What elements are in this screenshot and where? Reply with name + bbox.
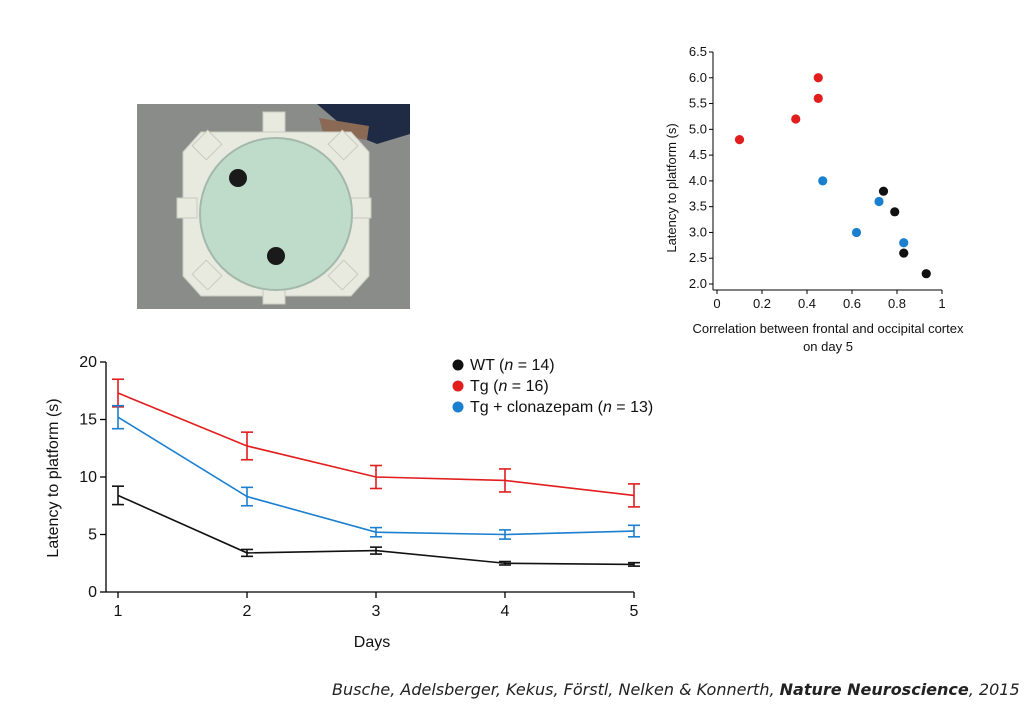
scatter-point-tg [791, 114, 801, 124]
line-y-tick-label: 20 [79, 354, 97, 371]
legend-label-suffix: = 13) [612, 399, 653, 416]
legend-label-suffix: = 14) [513, 357, 554, 374]
legend-marker-tg [452, 380, 464, 392]
line-series [112, 378, 640, 567]
scatter-y-tick-label: 4.0 [689, 173, 707, 188]
scatter-point-tg [813, 73, 823, 83]
line-ylabel: Latency to platform (s) [45, 398, 62, 557]
line-y-tick-label: 0 [88, 584, 97, 601]
scatter-axes: 2.0 2.5 3.0 3.5 4.0 4.5 5.0 5.5 6.0 6.5 0 0.2 0.4 0.6… [689, 44, 946, 311]
legend-marker-tg-clonazepam [452, 401, 464, 413]
scatter-x-tick-label: 0.6 [843, 296, 861, 311]
line-y-tick-label: 15 [79, 412, 97, 429]
scatter-point-tg [813, 93, 823, 103]
legend-label-prefix: Tg + clonazepam ( [470, 399, 604, 416]
scatter-xlabel-line2: on day 5 [803, 339, 853, 354]
line-y-tick-label: 10 [79, 469, 97, 486]
legend-label-wt: WT (n = 14) [470, 357, 555, 374]
scatter-y-tick-label: 3.5 [689, 199, 707, 214]
legend-label-n: n [504, 357, 513, 374]
scatter-points [734, 73, 931, 279]
scatter-y-tick-label: 5.0 [689, 121, 707, 136]
scatter-chart: 2.0 2.5 3.0 3.5 4.0 4.5 5.0 5.5 6.0 6.5 0 0.2 0.4 0.6… [664, 44, 964, 354]
scatter-xlabel-line1: Correlation between frontal and occipita… [693, 321, 964, 336]
line-x-tick-label: 4 [501, 603, 510, 620]
scatter-y-tick-label: 5.5 [689, 96, 707, 111]
legend-label-tg: Tg (n = 16) [470, 378, 549, 395]
citation: Busche, Adelsberger, Kekus, Förstl, Nelk… [332, 680, 1020, 699]
citation-authors: Busche, Adelsberger, Kekus, Förstl, Nelk… [332, 680, 780, 699]
line-axes: 0 5 10 15 20 1 2 3 4 5 [79, 354, 638, 620]
legend-label-prefix: WT ( [470, 357, 505, 374]
scatter-x-tick-label: 0.8 [888, 296, 906, 311]
scatter-y-tick-label: 2.0 [689, 276, 707, 291]
scatter-point-tg [734, 135, 745, 145]
line-xlabel: Days [354, 634, 390, 651]
line-x-tick-label: 1 [114, 603, 123, 620]
legend-label-prefix: Tg ( [470, 378, 499, 395]
scatter-x-tick-label: 0.2 [753, 296, 771, 311]
line-x-tick-label: 3 [372, 603, 381, 620]
water-maze-photo [137, 104, 410, 309]
scatter-point-wt [878, 186, 889, 196]
legend: WT (n = 14)Tg (n = 16)Tg + clonazepam (n… [452, 357, 653, 416]
legend-label-n: n [603, 399, 612, 416]
legend-label-suffix: = 16) [507, 378, 548, 395]
legend-marker-wt [452, 359, 464, 371]
scatter-ylabel: Latency to platform (s) [664, 123, 679, 252]
line-y-tick-label: 5 [88, 527, 97, 544]
legend-label-n: n [498, 378, 507, 395]
scatter-point-tg-clonazepam [899, 238, 909, 248]
scatter-y-tick-label: 2.5 [689, 250, 707, 265]
line-x-tick-label: 2 [243, 603, 252, 620]
scatter-y-tick-label: 6.0 [689, 70, 707, 85]
scatter-point-wt [899, 248, 909, 258]
line-x-tick-label: 5 [630, 603, 639, 620]
citation-year: , 2015 [968, 680, 1020, 699]
scatter-y-tick-label: 4.5 [689, 147, 707, 162]
scatter-point-tg-clonazepam [851, 227, 862, 238]
scatter-point-wt [890, 207, 900, 217]
scatter-point-wt [921, 269, 931, 279]
scatter-y-tick-label: 3.0 [689, 224, 707, 239]
scatter-x-tick-label: 1 [938, 296, 945, 311]
scatter-y-tick-label: 6.5 [689, 44, 707, 59]
legend-label-tg-clonazepam: Tg + clonazepam (n = 13) [470, 399, 653, 416]
citation-journal: Nature Neuroscience [779, 680, 969, 699]
scatter-x-tick-label: 0.4 [798, 296, 816, 311]
scatter-point-tg-clonazepam [818, 176, 828, 186]
scatter-point-tg-clonazepam [874, 196, 884, 207]
scatter-x-tick-label: 0 [713, 296, 720, 311]
